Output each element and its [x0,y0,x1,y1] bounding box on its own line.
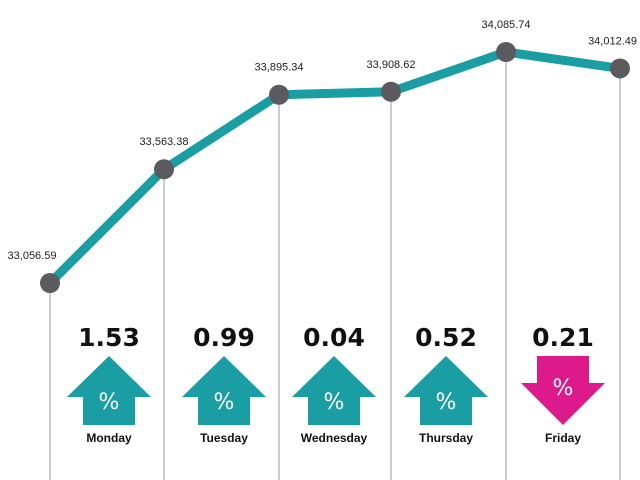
value-label: 33,908.62 [367,59,416,71]
value-label: 34,085.74 [482,19,531,31]
change-percent: 0.52 [415,323,477,352]
up-arrow-icon [292,356,376,425]
day-label: Wednesday [301,431,368,445]
value-labels: 33,056.59 33,563.38 33,895.34 33,908.62 34,0… [8,19,637,262]
change-percent: 0.99 [193,323,255,352]
day-label: Thursday [419,431,473,445]
value-label: 33,563.38 [140,136,189,148]
up-arrow-icon [404,356,488,425]
data-point [154,159,174,180]
guide-lines [49,52,621,480]
data-point [610,58,630,79]
day-label: Friday [545,431,581,445]
down-arrow-icon [521,356,605,425]
change-percent: 0.04 [303,323,365,352]
up-arrow-icon [67,356,151,425]
day-label: Monday [86,431,132,445]
change-percent: 1.53 [78,323,140,352]
value-label: 33,895.34 [255,62,304,74]
data-point [381,81,401,102]
data-points [40,42,630,293]
percent-symbol: % [324,390,345,415]
data-point [40,273,60,293]
data-point [496,42,516,62]
daily-changes: 1.53% Monday 0.99% Tuesday 0.04% Wednesday 0.5… [67,323,605,445]
value-label: 33,056.59 [8,250,57,262]
value-label: 34,012.49 [588,35,637,47]
percent-symbol: % [436,390,457,415]
day-label: Tuesday [200,431,248,445]
percent-symbol: % [99,390,120,415]
data-point [269,84,289,105]
change-percent: 0.21 [532,323,594,352]
percent-symbol: % [214,390,235,415]
percent-symbol: % [553,376,574,401]
series-line [45,47,625,288]
up-arrow-icon [182,356,266,425]
